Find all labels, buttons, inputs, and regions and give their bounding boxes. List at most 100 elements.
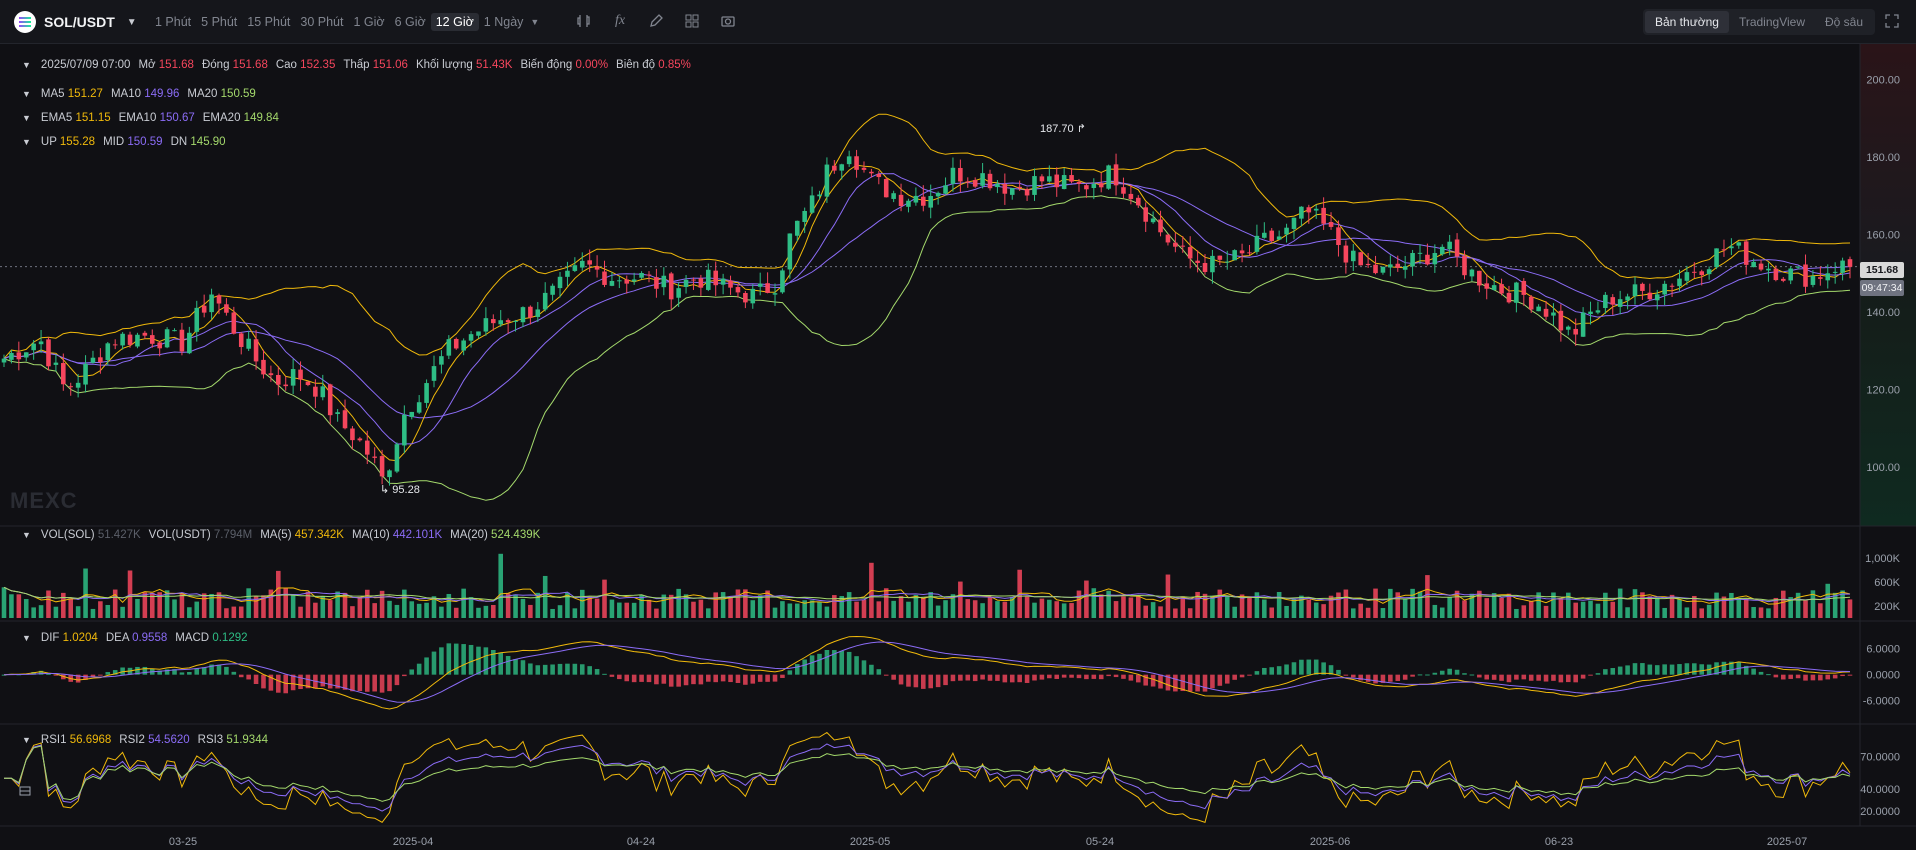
- candle-body: [1098, 183, 1104, 188]
- volume-bar: [1514, 608, 1519, 618]
- macd-histogram-bar: [424, 657, 429, 675]
- volume-bar: [1306, 599, 1312, 618]
- chevron-down-icon[interactable]: ▼: [22, 735, 31, 745]
- candle-body: [1736, 242, 1742, 246]
- macd-histogram-bar: [476, 646, 481, 675]
- candle-body: [661, 275, 667, 288]
- candle-body: [453, 338, 459, 349]
- macd-histogram-bar: [1558, 674, 1564, 683]
- dea-label: DEA: [105, 632, 129, 644]
- macd-histogram-bar: [1291, 662, 1297, 675]
- pencil-icon[interactable]: [647, 12, 665, 30]
- candle-body: [468, 334, 474, 341]
- candle-body: [461, 340, 466, 351]
- macd-histogram-bar: [550, 664, 555, 675]
- boll-mid-value: 150.59: [127, 136, 163, 148]
- volume-bar: [387, 600, 392, 618]
- macd-histogram-bar: [557, 663, 563, 675]
- macd-label: MACD: [175, 632, 210, 644]
- interval-tab[interactable]: 12 Giờ: [430, 13, 479, 31]
- macd-histogram-bar: [1091, 674, 1097, 679]
- interval-tab[interactable]: 6 Giờ: [394, 15, 426, 29]
- candle-body: [320, 386, 326, 398]
- volume-bar: [1729, 592, 1734, 618]
- candle-body: [476, 331, 481, 336]
- macd-histogram-bar: [1462, 673, 1467, 675]
- candle-body: [906, 200, 911, 207]
- high-marker-value: 187.70: [1040, 123, 1074, 135]
- pair-selector[interactable]: SOL/USDT ▼: [14, 11, 137, 33]
- candle-body: [1084, 185, 1089, 190]
- macd-histogram-bar: [1032, 674, 1037, 681]
- low-price-marker: ↳ 95.28: [380, 484, 420, 496]
- macd-histogram-bar: [1551, 674, 1556, 681]
- volume-bar: [706, 608, 711, 618]
- indicators-icon[interactable]: [575, 12, 593, 30]
- volume-bar: [46, 590, 51, 618]
- view-tab[interactable]: Bản thường: [1645, 11, 1729, 33]
- volume-bar: [298, 606, 303, 618]
- macd-histogram-bar: [416, 663, 422, 675]
- macd-histogram-bar: [364, 674, 370, 692]
- macd-histogram-bar: [1632, 663, 1638, 675]
- volume-bar: [468, 597, 474, 618]
- interval-tab[interactable]: 1 Phút: [155, 15, 192, 29]
- candle-body: [83, 363, 88, 385]
- candle-body: [1788, 268, 1793, 281]
- macd-histogram-bar: [1543, 674, 1549, 682]
- chevron-down-icon[interactable]: ▼: [22, 137, 31, 147]
- candle-body: [61, 363, 66, 385]
- candle-body: [1291, 217, 1297, 229]
- candle-body: [157, 342, 162, 349]
- interval-tab[interactable]: 1 Giờ: [353, 15, 385, 29]
- macd-histogram-bar: [1847, 674, 1853, 676]
- candle-body: [394, 444, 400, 472]
- fullscreen-icon[interactable]: [1884, 13, 1900, 29]
- macd-histogram-bar: [513, 659, 518, 675]
- volume-bar: [187, 607, 192, 618]
- candle-body: [283, 384, 289, 387]
- interval-tab[interactable]: 15 Phút: [247, 15, 291, 29]
- view-tab[interactable]: Độ sâu: [1825, 15, 1864, 29]
- candle-body: [706, 269, 711, 290]
- candle-body: [1210, 255, 1215, 273]
- candle-body: [1276, 236, 1282, 240]
- chevron-down-icon[interactable]: ▼: [22, 633, 31, 643]
- formula-icon[interactable]: fx: [614, 13, 626, 28]
- macd-histogram-bar: [1024, 674, 1030, 683]
- macd-histogram-bar: [431, 651, 437, 675]
- chevron-down-icon[interactable]: ▼: [22, 89, 31, 99]
- volume-bar: [832, 595, 837, 618]
- candle-body: [1454, 239, 1460, 257]
- chevron-down-icon[interactable]: ▼: [22, 60, 31, 70]
- macd-histogram-bar: [654, 674, 659, 685]
- macd-histogram-bar: [854, 656, 859, 675]
- settings-icon[interactable]: [18, 784, 34, 800]
- chevron-down-icon[interactable]: ▼: [22, 530, 31, 540]
- volume-bar: [83, 568, 88, 618]
- view-tab[interactable]: TradingView: [1738, 15, 1805, 29]
- volume-bar: [1291, 598, 1297, 618]
- macd-histogram-bar: [1365, 674, 1371, 682]
- candle-body: [787, 233, 793, 270]
- interval-tab[interactable]: 30 Phút: [300, 15, 344, 29]
- macd-histogram-bar: [1358, 674, 1363, 681]
- volume-bar: [1780, 590, 1786, 618]
- volume-bar: [350, 606, 355, 618]
- macd-tick-label: 0.0000: [1866, 670, 1900, 682]
- candle-body: [164, 329, 170, 348]
- macd-histogram-bar: [1254, 671, 1260, 675]
- interval-tab[interactable]: 5 Phút: [201, 15, 238, 29]
- candle-body: [216, 295, 222, 304]
- macd-histogram-bar: [839, 650, 845, 675]
- layout-icon[interactable]: [683, 12, 701, 30]
- candle-body: [1847, 259, 1853, 267]
- macd-histogram-bar: [817, 653, 822, 675]
- interval-tab[interactable]: 1 Ngày: [483, 15, 524, 29]
- chevron-down-icon[interactable]: ▼: [530, 17, 540, 27]
- volume-bar: [1803, 600, 1808, 618]
- chevron-down-icon[interactable]: ▼: [22, 113, 31, 123]
- volume-bar: [1187, 608, 1193, 618]
- camera-icon[interactable]: [719, 12, 737, 30]
